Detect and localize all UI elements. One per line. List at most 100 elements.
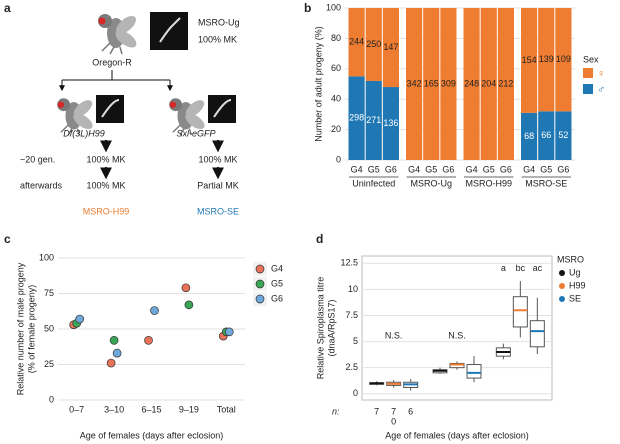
group-label: MSRO-Ug <box>410 178 452 188</box>
point <box>106 358 116 368</box>
y-tick-label: 50 <box>44 323 54 333</box>
x-tick-label: Total <box>217 404 236 414</box>
y-tick-label: 0 <box>336 154 341 164</box>
x-tick-label: G6 <box>500 164 512 174</box>
fly-icon <box>97 11 138 55</box>
legend-marker <box>255 294 265 304</box>
legend-swatch <box>583 68 593 78</box>
y-tick-label: 80 <box>331 33 341 43</box>
legend-label: H99 <box>569 280 586 290</box>
strain-label: MSRO-Ug <box>198 17 240 27</box>
count-label: 248 <box>464 78 479 88</box>
y-tick-label: 20 <box>331 124 341 134</box>
legend-label: G6 <box>271 293 283 303</box>
x-tick-label: 0–7 <box>69 404 84 414</box>
legend-marker <box>559 283 565 289</box>
micrograph-signal <box>101 99 120 118</box>
x-tick-label: G4 <box>523 164 535 174</box>
count-label: 136 <box>383 118 398 128</box>
box <box>529 320 545 348</box>
count-label: 212 <box>498 78 513 88</box>
count-label: 250 <box>366 39 381 49</box>
micrograph-signal <box>213 99 232 118</box>
legend-swatch <box>583 84 593 94</box>
group-label: MSRO-SE <box>525 178 567 188</box>
point <box>181 283 191 293</box>
box <box>449 362 465 369</box>
micrograph <box>208 95 236 123</box>
group-label: MSRO-H99 <box>465 178 512 188</box>
x-tick-label: G4 <box>408 164 420 174</box>
panel-label: b <box>304 1 311 15</box>
y-tick-label: 2.5 <box>345 362 358 372</box>
result-label: MSRO-SE <box>197 206 239 216</box>
count-label: 68 <box>524 131 534 141</box>
bar-segment <box>382 8 399 88</box>
legend-marker <box>559 296 565 302</box>
micrograph-signal <box>159 17 181 43</box>
y-axis-title: Number of adult progeny (%) <box>313 26 323 142</box>
bar-segment <box>521 112 538 160</box>
y-tick-label: 100 <box>326 2 341 12</box>
mk-label: 100% MK <box>198 154 237 164</box>
point <box>224 327 234 337</box>
bar-segment <box>480 8 497 160</box>
bar-segment <box>538 8 555 112</box>
micrograph <box>96 95 124 123</box>
box <box>512 296 528 328</box>
diagram: a MSRO-Ug 100% MK Oregon-R Df(3L)H99 Sxl… <box>4 1 240 216</box>
mk-label: 100% MK <box>86 180 125 190</box>
count-label: 271 <box>366 115 381 125</box>
x-tick-label: G6 <box>557 164 569 174</box>
bar-segment <box>365 8 382 81</box>
bar-segment <box>497 8 514 160</box>
mk-label: Partial MK <box>197 180 239 190</box>
group-label: Uninfected <box>352 178 395 188</box>
legend-label: Ug <box>569 267 581 277</box>
panel-label: d <box>316 232 323 246</box>
x-tick-label: G5 <box>368 164 380 174</box>
y-axis-title: (dnaA/RpS17) <box>326 299 336 356</box>
y-tick-label: 0 <box>49 394 54 404</box>
plot-border <box>361 255 553 401</box>
n-value: 6 <box>408 406 413 416</box>
y-tick-label: 7.5 <box>345 310 358 320</box>
x-tick-label: G5 <box>425 164 437 174</box>
x-axis-title: Age of females (days after eclosion) <box>385 430 529 440</box>
x-tick-label: G4 <box>466 164 478 174</box>
host-label: Oregon-R <box>92 57 132 67</box>
legend-marker <box>255 264 265 274</box>
y-axis-title: (% of female progeny) <box>26 285 36 374</box>
count-label: 309 <box>441 78 456 88</box>
x-tick-label: 6–15 <box>141 404 161 414</box>
y-tick-label: 40 <box>331 94 341 104</box>
x-tick-label: G6 <box>385 164 397 174</box>
bar-segment <box>555 111 572 160</box>
y-tick-label: 60 <box>331 63 341 73</box>
bar-segment <box>365 80 382 160</box>
point <box>144 336 153 345</box>
legend-label: G4 <box>271 263 283 273</box>
box <box>466 364 482 379</box>
bar-segment <box>521 8 538 113</box>
y-tick-label: 100 <box>39 252 54 262</box>
annotation: N.S. <box>385 331 403 341</box>
y-tick-label: 12.5 <box>340 258 358 268</box>
x-tick-label: G5 <box>540 164 552 174</box>
y-axis-title: Relative number of male progeny <box>15 262 25 395</box>
legend-marker <box>559 270 565 276</box>
line-label: Df(3L)H99 <box>63 128 105 138</box>
y-tick-label: 25 <box>44 359 54 369</box>
count-label: 298 <box>349 113 364 123</box>
bar-segment <box>440 8 457 160</box>
x-tick-label: 0 <box>391 416 396 426</box>
legend-label: ♂ <box>597 84 605 96</box>
n-value: 7 <box>391 406 396 416</box>
x-tick-label: G5 <box>483 164 495 174</box>
bar-segment <box>406 8 423 160</box>
x-tick-label: G4 <box>351 164 363 174</box>
count-label: 147 <box>383 42 398 52</box>
row-label: ~20 gen. <box>20 154 55 164</box>
bar-segment <box>463 8 480 160</box>
